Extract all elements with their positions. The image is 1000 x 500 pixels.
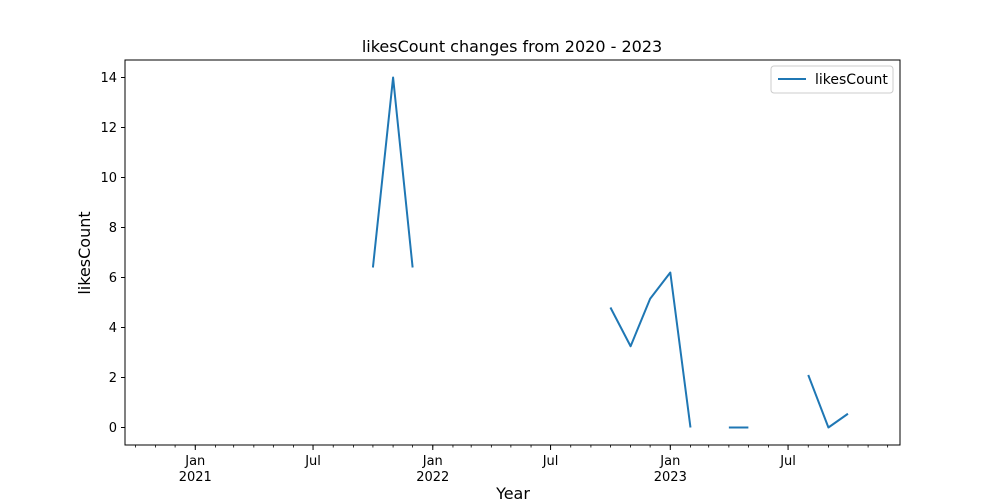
x-tick-label: Jan — [422, 454, 443, 469]
series-line-segment — [807, 374, 849, 429]
plot-frame — [124, 59, 901, 446]
x-tick-label: Jan — [184, 454, 205, 469]
y-tick-label: 2 — [109, 371, 117, 386]
legend-label: likesCount — [815, 72, 888, 88]
chart-title: likesCount changes from 2020 - 2023 — [362, 37, 662, 56]
legend-box — [770, 65, 894, 94]
series-line-segment — [609, 271, 692, 428]
y-axis-label: likesCount — [75, 211, 94, 294]
series-group — [371, 76, 849, 429]
y-tick-label: 12 — [100, 121, 117, 136]
x-tick-label: 2021 — [179, 470, 212, 485]
x-tick-label: 2023 — [654, 470, 687, 485]
x-axis-label: Year — [495, 484, 530, 500]
x-axis-minor-ticks — [135, 445, 889, 448]
y-axis: 0 2 4 6 8 10 12 14 — [100, 71, 125, 436]
x-tick-label: Jul — [779, 454, 796, 469]
x-tick-label: 2022 — [416, 470, 449, 485]
y-tick-label: 6 — [109, 271, 117, 286]
y-tick-label: 14 — [100, 71, 117, 86]
series-line-segment — [371, 76, 414, 268]
y-tick-label: 0 — [109, 421, 117, 436]
x-tick-label: Jul — [304, 454, 321, 469]
y-tick-label: 10 — [100, 171, 117, 186]
legend: likesCount — [770, 65, 894, 94]
y-tick-label: 4 — [109, 321, 117, 336]
x-tick-label: Jul — [542, 454, 559, 469]
y-tick-label: 8 — [109, 221, 117, 236]
x-tick-label: Jan — [659, 454, 680, 469]
